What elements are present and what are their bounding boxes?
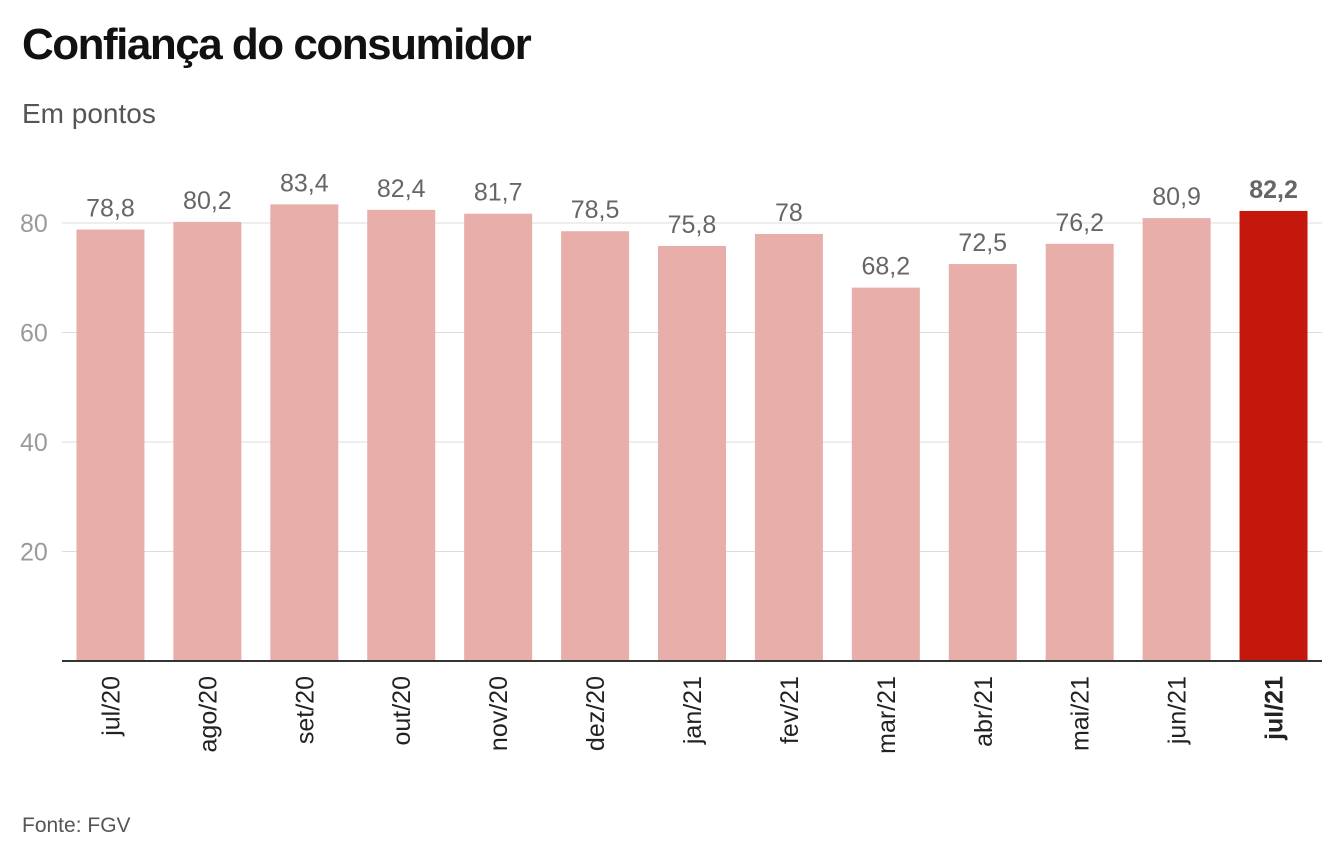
bar: [464, 213, 533, 661]
value-label: 75,8: [668, 211, 717, 239]
y-tick-label: 40: [20, 429, 48, 457]
bar: [367, 209, 436, 662]
value-label: 78,5: [571, 196, 620, 224]
bar: [1239, 210, 1308, 661]
x-tick-label: mar/21: [873, 676, 901, 754]
y-axis-tick-labels: 20 40 60 80: [20, 210, 48, 567]
value-label: 80,2: [183, 187, 232, 215]
bar: [1045, 243, 1114, 661]
x-tick-label: nov/20: [485, 676, 513, 751]
bars: [76, 204, 1308, 662]
bar: [173, 221, 242, 661]
x-tick-label: jul/21: [1261, 676, 1289, 741]
value-labels: 78,8 80,2 83,4 82,4 81,7 78,5 75,8 78 68,2 72,5 76…: [86, 169, 1298, 280]
chart-subtitle: Em pontos: [22, 98, 156, 129]
value-label: 81,7: [474, 179, 523, 207]
chart-title: Confiança do consumidor: [22, 20, 532, 69]
x-tick-label: jan/21: [679, 676, 707, 745]
value-label: 76,2: [1055, 209, 1104, 237]
value-label: 68,2: [862, 253, 911, 281]
bar: [658, 245, 726, 661]
value-label: 80,9: [1152, 183, 1201, 211]
value-label: 78,8: [86, 195, 135, 223]
bar: [76, 229, 145, 661]
value-label: 82,2: [1249, 176, 1298, 204]
y-tick-label: 80: [20, 210, 48, 238]
x-tick-label: set/20: [291, 676, 319, 744]
bar: [754, 233, 823, 661]
bar: [948, 264, 1017, 661]
value-label: 72,5: [958, 229, 1007, 257]
y-tick-label: 60: [20, 320, 48, 348]
bar: [851, 287, 920, 661]
x-tick-label: fev/21: [776, 676, 804, 744]
x-tick-label: out/20: [388, 676, 416, 746]
x-tick-label: ago/20: [194, 676, 222, 752]
x-tick-label: jul/20: [97, 676, 125, 737]
x-tick-label: mai/21: [1067, 676, 1095, 751]
bar: [561, 231, 630, 661]
source-note: Fonte: FGV: [22, 814, 131, 837]
value-label: 83,4: [280, 169, 329, 197]
bar: [270, 204, 339, 661]
value-label: 78: [775, 199, 803, 227]
x-tick-label: jun/21: [1164, 676, 1192, 745]
bar: [1142, 218, 1211, 661]
x-axis-tick-labels: jul/20 ago/20 set/20 out/20 nov/20 dez/20 jan/…: [97, 676, 1288, 754]
value-label: 82,4: [377, 175, 426, 203]
x-tick-label: abr/21: [970, 676, 998, 747]
x-tick-label: dez/20: [582, 676, 610, 751]
y-tick-label: 20: [20, 539, 48, 567]
